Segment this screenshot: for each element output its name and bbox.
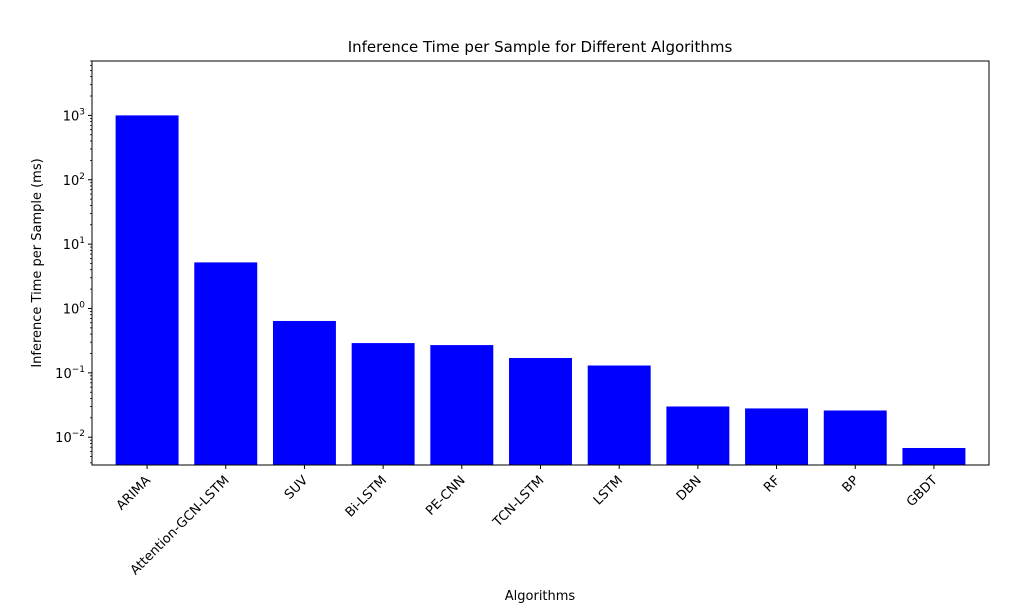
bar-attention-gcn-lstm: [194, 262, 258, 465]
chart-title: Inference Time per Sample for Different …: [348, 38, 733, 56]
bar-dbn: [666, 406, 730, 465]
y-axis-ticks: 10−2 10−1 100 101 102 103: [55, 60, 92, 464]
y-tick-label: 103: [63, 107, 85, 124]
x-tick-label: SUV: [282, 473, 312, 503]
bar-suv: [272, 320, 336, 465]
y-tick-label: 100: [63, 300, 86, 317]
bar-rf: [745, 408, 809, 465]
y-tick-label: 101: [63, 236, 85, 253]
bar-gbdt: [902, 447, 966, 465]
x-tick-label: BP: [840, 473, 863, 496]
x-tick-label: RF: [761, 473, 783, 495]
bar-lstm: [587, 365, 651, 465]
bar-arima: [115, 115, 179, 465]
x-tick-label: GBDT: [904, 473, 941, 510]
x-tick-label: TCN-LSTM: [490, 473, 548, 531]
x-tick-label: LSTM: [591, 473, 626, 508]
bar-tcn-lstm: [509, 358, 572, 465]
bar-bp: [823, 410, 887, 465]
x-axis-label: Algorithms: [505, 589, 576, 604]
bar-pe-cnn: [430, 345, 494, 465]
x-tick-label: PE-CNN: [423, 473, 468, 518]
x-tick-label: Bi-LSTM: [343, 473, 390, 520]
y-axis-label: Inference Time per Sample (ms): [30, 158, 45, 367]
y-tick-label: 10−2: [55, 429, 85, 446]
y-tick-label: 102: [63, 172, 85, 189]
bar-bi-lstm: [351, 343, 415, 465]
y-tick-label: 10−1: [55, 365, 85, 382]
x-tick-label: ARIMA: [114, 473, 154, 513]
x-tick-label: DBN: [674, 473, 705, 504]
bars-group: [115, 115, 966, 465]
